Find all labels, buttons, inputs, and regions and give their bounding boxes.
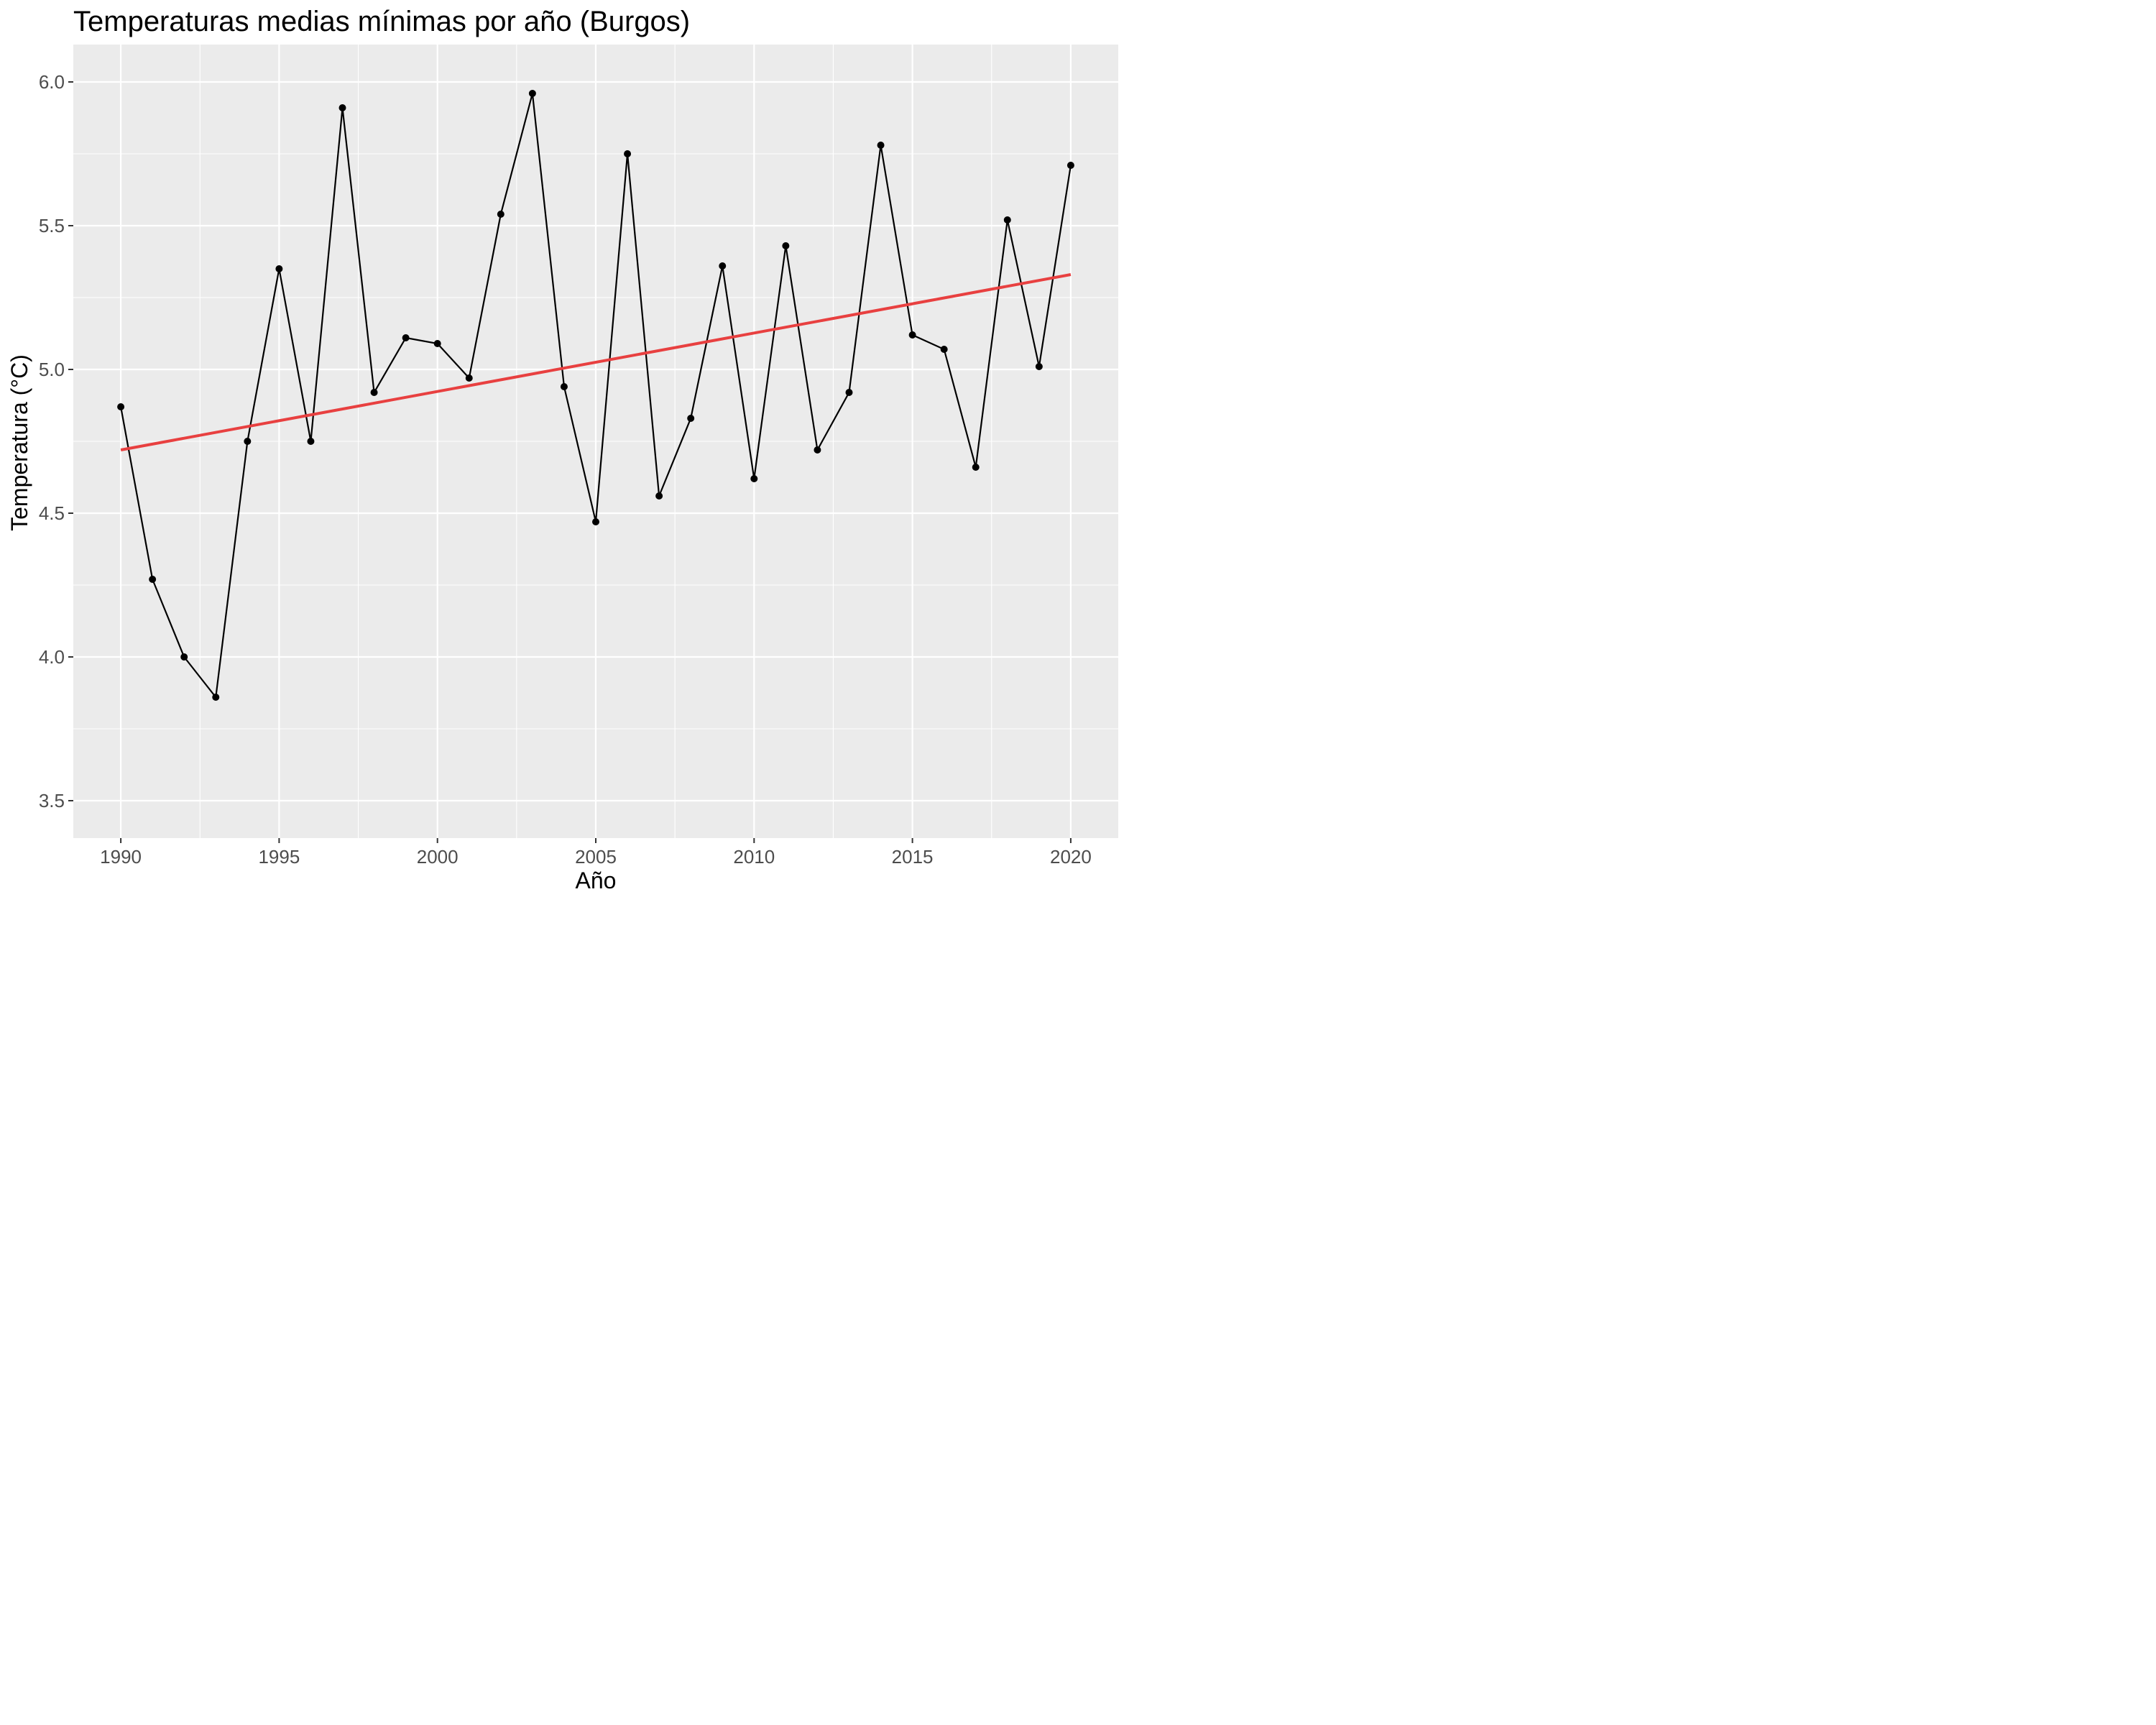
data-point [560, 383, 568, 390]
y-tick-label: 4.5 [39, 502, 65, 524]
data-point [1067, 162, 1074, 169]
chart-title: Temperaturas medias mínimas por año (Bur… [73, 6, 690, 37]
data-point [212, 694, 220, 701]
data-point [244, 438, 252, 445]
axis-ticks: 1990 1995 2000 2005 2010 2015 2020 3.5 4.0 4.5 5.0… [39, 71, 1092, 868]
y-tick-label: 6.0 [39, 71, 65, 93]
data-point [370, 389, 378, 396]
data-point [782, 242, 790, 249]
data-point [117, 403, 125, 410]
data-points [117, 90, 1074, 701]
data-point [845, 389, 853, 396]
x-tick-label: 2010 [733, 846, 775, 868]
data-point [877, 142, 885, 149]
data-point [497, 211, 505, 218]
data-point [275, 265, 283, 272]
data-point [655, 492, 663, 500]
data-point [180, 653, 188, 661]
data-point [1035, 363, 1043, 370]
data-point [687, 415, 695, 422]
data-point [624, 150, 632, 157]
data-point [1003, 216, 1011, 224]
chart: Temperaturas medias mínimas por año (Bur… [6, 6, 1118, 893]
x-axis-title: Año [576, 868, 617, 893]
x-tick-label: 2020 [1050, 846, 1092, 868]
x-tick-label: 2005 [575, 846, 617, 868]
data-point [719, 262, 727, 270]
data-point [972, 464, 980, 471]
x-tick-label: 2000 [417, 846, 459, 868]
x-tick-label: 1995 [258, 846, 300, 868]
data-point [465, 374, 473, 382]
y-tick-label: 3.5 [39, 790, 65, 811]
data-point [307, 438, 315, 445]
x-tick-label: 1990 [100, 846, 142, 868]
trend-line [120, 273, 1072, 451]
y-axis-title: Temperatura (°C) [6, 354, 32, 531]
data-point [528, 90, 536, 97]
data-point [908, 331, 916, 339]
y-tick-label: 5.5 [39, 215, 65, 236]
data-point [940, 346, 948, 353]
data-point [338, 104, 346, 111]
y-tick-label: 4.0 [39, 646, 65, 668]
x-tick-label: 2015 [892, 846, 934, 868]
data-point [592, 518, 599, 525]
data-point [149, 576, 157, 583]
data-point [750, 475, 758, 482]
data-point [402, 334, 410, 341]
data-point [433, 340, 441, 347]
data-point [814, 446, 821, 454]
y-tick-label: 5.0 [39, 359, 65, 380]
